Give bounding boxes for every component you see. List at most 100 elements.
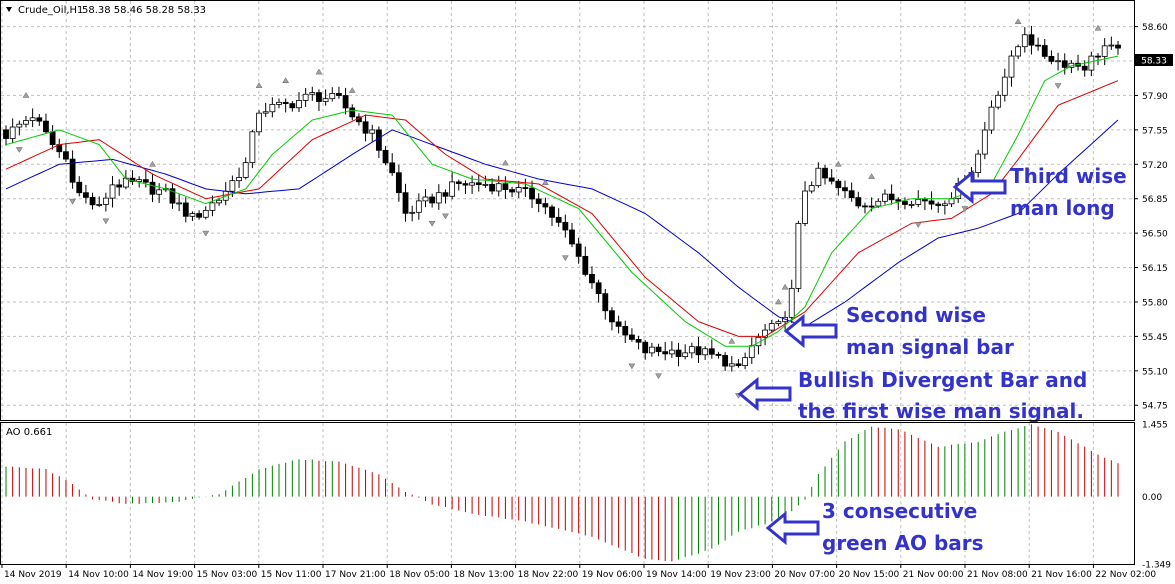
alligator-jaw-line	[5, 119, 1119, 328]
bull-candle	[981, 129, 988, 155]
x-tick-label: 20 Nov 15:00	[839, 570, 900, 580]
bear-candle	[555, 216, 562, 223]
fractal-up-icon	[1014, 18, 1022, 24]
fractal-up-icon	[868, 173, 876, 179]
x-tick-label: 14 Nov 19:00	[132, 570, 193, 580]
bull-candle	[648, 346, 655, 354]
bear-candle	[735, 363, 742, 367]
bear-candle	[662, 351, 669, 355]
x-tick-label: 15 Nov 03:00	[197, 570, 258, 580]
bull-candle	[309, 92, 316, 95]
fractal-down-icon	[102, 218, 110, 225]
bear-candle	[1041, 45, 1048, 57]
grid-lines	[1, 1, 1134, 564]
bear-candle	[569, 229, 575, 245]
fractal-down-icon	[628, 363, 636, 370]
bear-candle	[429, 196, 436, 204]
bear-candle	[575, 243, 582, 257]
fractal-down-icon	[442, 213, 449, 220]
bull-candle	[908, 203, 915, 206]
symbol-label: Crude_Oil,H1	[18, 5, 83, 16]
third-wise-man-arrow	[952, 169, 1007, 205]
fractal-up-icon	[501, 159, 509, 166]
fractal-down-icon	[914, 222, 922, 228]
bear-candle	[1081, 65, 1088, 71]
second-wise-man-label: Second wise	[846, 303, 986, 327]
fractal-down-icon	[202, 230, 210, 237]
bull-candle	[109, 184, 116, 199]
bear-candle	[622, 325, 629, 336]
bear-candle	[442, 192, 449, 197]
bear-candle	[609, 310, 615, 323]
bear-candle	[655, 346, 662, 353]
bull-candle	[29, 117, 36, 121]
bull-candle	[415, 200, 422, 213]
bull-candle	[1108, 44, 1115, 47]
y-tick-label: 58.60	[1142, 23, 1168, 33]
bull-candle	[495, 183, 502, 192]
bull-candle	[762, 329, 768, 338]
bear-candle	[63, 151, 69, 160]
bear-candle	[89, 196, 96, 206]
fractal-up-icon	[541, 179, 549, 186]
bear-candle	[855, 197, 862, 207]
bear-candle	[83, 192, 89, 198]
y-tick-label: 55.10	[1142, 367, 1168, 377]
candles-layer	[3, 25, 1121, 372]
bear-candle	[522, 187, 529, 189]
y-tick-label: 56.50	[1142, 230, 1168, 240]
fractal-up-icon	[348, 87, 356, 93]
bear-candle	[336, 92, 342, 96]
bull-candle	[742, 357, 749, 367]
x-tick-label: 19 Nov 23:00	[710, 570, 771, 580]
bear-candle	[36, 117, 43, 122]
bear-candle	[589, 273, 595, 284]
bull-candle	[449, 181, 456, 197]
bear-candle	[1028, 34, 1035, 46]
bullish-divergent-arrow	[737, 376, 792, 412]
bull-candle	[256, 112, 262, 133]
y-tick-label: 54.75	[1142, 402, 1168, 412]
x-tick-label: 20 Nov 07:00	[774, 570, 835, 580]
bull-candle	[276, 101, 282, 105]
bear-candle	[642, 341, 649, 354]
fractal-down-icon	[428, 220, 436, 227]
fractal-up-icon	[315, 68, 323, 75]
bull-candle	[808, 185, 815, 192]
bear-candle	[362, 121, 369, 134]
fractal-up-icon	[149, 160, 156, 167]
y-tick-label: 57.55	[1142, 126, 1168, 136]
bull-candle	[768, 323, 775, 331]
bear-candle	[455, 181, 462, 184]
bull-candle	[409, 211, 416, 214]
bull-candle	[688, 346, 695, 354]
alligator-teeth-line	[5, 80, 1119, 337]
x-tick-label: 21 Nov 00:00	[903, 570, 964, 580]
bear-candle	[389, 162, 396, 174]
bull-candle	[229, 180, 236, 192]
bull-candle	[176, 202, 183, 205]
bear-candle	[902, 200, 908, 205]
bull-candle	[728, 363, 735, 367]
bear-candle	[316, 92, 322, 102]
bull-candle	[775, 321, 782, 324]
x-tick-label: 14 Nov 2019	[4, 570, 62, 580]
bull-candle	[948, 198, 955, 205]
ao-bars-arrow	[765, 510, 820, 546]
alligator-lips-line	[5, 55, 1119, 347]
y-tick-label: 56.85	[1142, 195, 1168, 205]
ao-y-tick-label: -1.349	[1142, 561, 1171, 571]
bull-candle	[915, 198, 922, 205]
bear-candle	[375, 129, 382, 151]
bear-candle	[921, 198, 928, 202]
bear-candle	[462, 183, 469, 186]
bear-candle	[722, 355, 729, 367]
y-tick-label: 56.15	[1142, 264, 1168, 274]
fractal-up-icon	[1094, 24, 1102, 31]
indicator-frame	[0, 422, 1135, 565]
bear-candle	[602, 293, 609, 312]
bull-candle	[995, 94, 1002, 108]
dropdown-triangle-icon[interactable]	[6, 7, 12, 12]
bull-candle	[236, 177, 242, 182]
